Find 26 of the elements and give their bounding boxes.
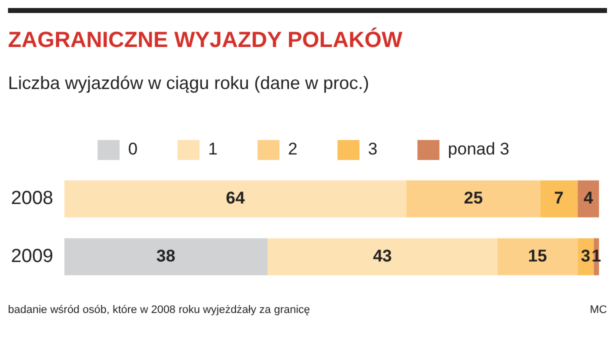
bar xyxy=(64,180,406,218)
chart-subtitle: Liczba wyjazdów w ciągu roku (dane w proc.) xyxy=(8,73,370,94)
data-label: 15 xyxy=(528,246,547,266)
legend-label: 2 xyxy=(288,140,298,159)
bar xyxy=(540,180,578,218)
bar xyxy=(267,238,498,276)
y-tick-label: 2009 xyxy=(10,246,54,267)
legend-label: 3 xyxy=(368,140,378,159)
chart-title: ZAGRANICZNE WYJAZDY POLAKÓW xyxy=(8,27,404,53)
legend-label: ponad 3 xyxy=(448,140,510,159)
legend-label: 0 xyxy=(128,140,138,159)
data-label: 3 xyxy=(580,246,590,266)
data-label: 7 xyxy=(554,188,564,208)
y-tick-label: 2008 xyxy=(10,188,54,210)
data-label: 25 xyxy=(464,188,483,208)
text: badanie wśród osób, które w 2008 roku wyjeżdżały za granicę xyxy=(8,304,310,316)
data-label: 43 xyxy=(372,246,392,266)
bar xyxy=(578,180,599,218)
legend-label: 1 xyxy=(208,140,218,159)
bar xyxy=(406,180,540,218)
text: MC xyxy=(590,304,607,316)
data-label: 4 xyxy=(584,188,594,208)
data-label: 64 xyxy=(226,188,246,208)
data-label: 38 xyxy=(156,246,176,266)
bar xyxy=(64,238,268,276)
bar xyxy=(497,238,578,276)
